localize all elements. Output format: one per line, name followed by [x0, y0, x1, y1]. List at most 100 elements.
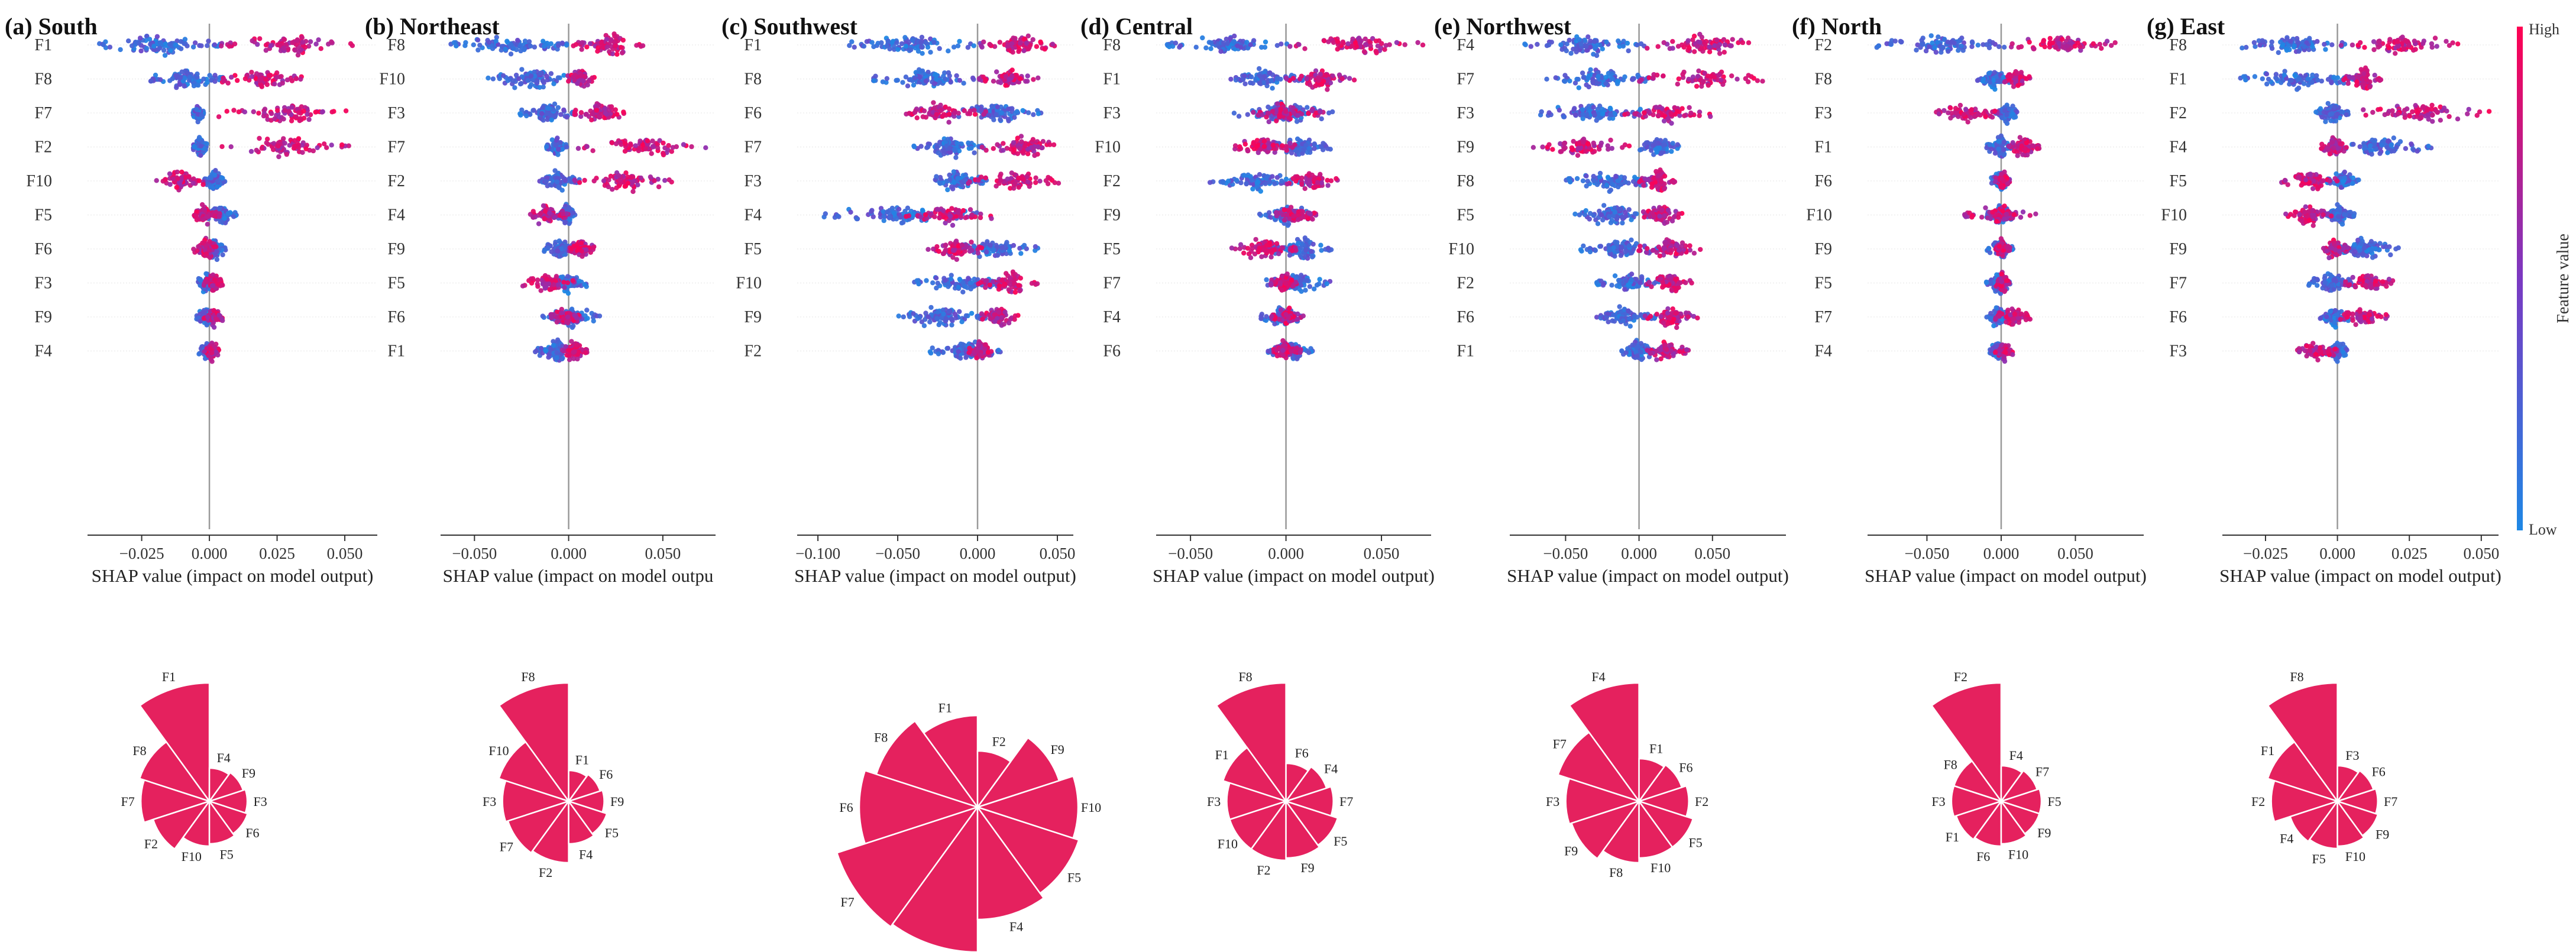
shap-dot [943, 104, 948, 110]
shap-dot [976, 76, 982, 81]
shap-dot [158, 40, 163, 46]
shap-dot [221, 179, 226, 184]
shap-dot [637, 138, 643, 144]
panel-title: (c) Southwest [721, 13, 858, 40]
shap-dot [995, 104, 1000, 109]
shap-dot [582, 350, 588, 355]
feature-dots [933, 169, 1062, 193]
shap-dot [892, 211, 897, 216]
shap-dot [195, 82, 201, 88]
rose-label: F2 [144, 837, 158, 851]
shap-dot [519, 80, 524, 86]
shap-dot [1020, 149, 1026, 154]
shap-dot [952, 110, 957, 115]
shap-dot [629, 174, 634, 180]
shap-dot [582, 74, 587, 79]
shap-dot [544, 111, 549, 116]
shap-dot [126, 38, 131, 44]
shap-dot [586, 78, 591, 84]
shap-dot [530, 215, 536, 220]
shap-dot [133, 40, 138, 45]
shap-dot [564, 114, 569, 120]
shap-dot [526, 39, 532, 44]
shap-dot [932, 105, 937, 111]
shap-dot [539, 346, 544, 351]
shap-dot [281, 46, 287, 51]
shap-dot [284, 77, 290, 83]
shap-dot [638, 175, 644, 181]
shap-dot [272, 116, 277, 122]
shap-dot [618, 44, 624, 50]
shap-dot [574, 342, 580, 348]
shap-dot [1035, 111, 1041, 116]
shap-dot [567, 206, 572, 212]
shap-dot [578, 110, 584, 115]
shap-dot [937, 46, 942, 51]
shap-dot [1001, 141, 1006, 146]
shap-dot [870, 214, 876, 219]
shap-dot [920, 114, 926, 119]
shap-dot [879, 40, 884, 46]
rose-label: F1 [162, 669, 176, 684]
feature-label: F8 [34, 70, 52, 89]
shap-dot [313, 109, 318, 115]
shap-dot [196, 178, 202, 183]
shap-dot [549, 137, 555, 143]
shap-dot [643, 146, 649, 151]
shap-dot [548, 312, 554, 318]
shap-dot [266, 73, 272, 78]
shap-dot [203, 279, 209, 284]
x-tick-label: −0.050 [452, 545, 497, 562]
shap-dot [935, 280, 940, 286]
shap-dot [293, 76, 299, 82]
shap-dot [989, 216, 994, 221]
shap-dot [925, 44, 931, 50]
shap-dot [946, 111, 952, 117]
shap-dot [182, 37, 188, 42]
shap-dot [941, 251, 947, 256]
shap-dot [302, 105, 308, 110]
shap-dot [636, 148, 642, 154]
shap-dot [983, 284, 988, 290]
shap-dot [591, 178, 597, 184]
shap-dot [148, 79, 154, 84]
shap-dot [210, 283, 215, 289]
shap-dot [979, 245, 985, 251]
shap-dot [162, 177, 168, 183]
shap-dot [949, 184, 954, 190]
shap-dot [552, 101, 558, 106]
shap-dot [212, 73, 218, 78]
shap-dot [462, 43, 468, 48]
shap-dot [198, 144, 203, 149]
shap-dot [232, 41, 238, 47]
shap-dot [908, 77, 914, 82]
shap-dot [622, 148, 628, 154]
shap-dot [577, 180, 582, 185]
shap-dot [983, 278, 989, 283]
shap-dot [554, 274, 559, 279]
shap-dot [577, 279, 582, 284]
shap-dot [257, 135, 262, 141]
shap-dot [597, 313, 603, 319]
shap-dot [271, 147, 276, 153]
shap-dot [585, 316, 590, 321]
feature-label: F5 [387, 274, 405, 293]
shap-dot [248, 148, 254, 154]
shap-dot [153, 72, 158, 78]
shap-dot [601, 178, 607, 183]
shap-dot [308, 39, 313, 44]
shap-dot [322, 141, 327, 147]
shap-dot [301, 115, 307, 121]
shap-dot [281, 136, 286, 141]
shap-dot [951, 44, 957, 50]
feature-dots [912, 269, 1040, 295]
shap-dot [969, 239, 974, 245]
feature-label: F5 [34, 206, 52, 225]
rose-label: F8 [132, 743, 146, 758]
shap-dot [997, 40, 1003, 45]
shap-dot [292, 138, 297, 143]
shap-dot [914, 278, 920, 283]
shap-dot [163, 41, 168, 47]
feature-label: F3 [387, 104, 405, 122]
shap-dot [999, 278, 1005, 283]
